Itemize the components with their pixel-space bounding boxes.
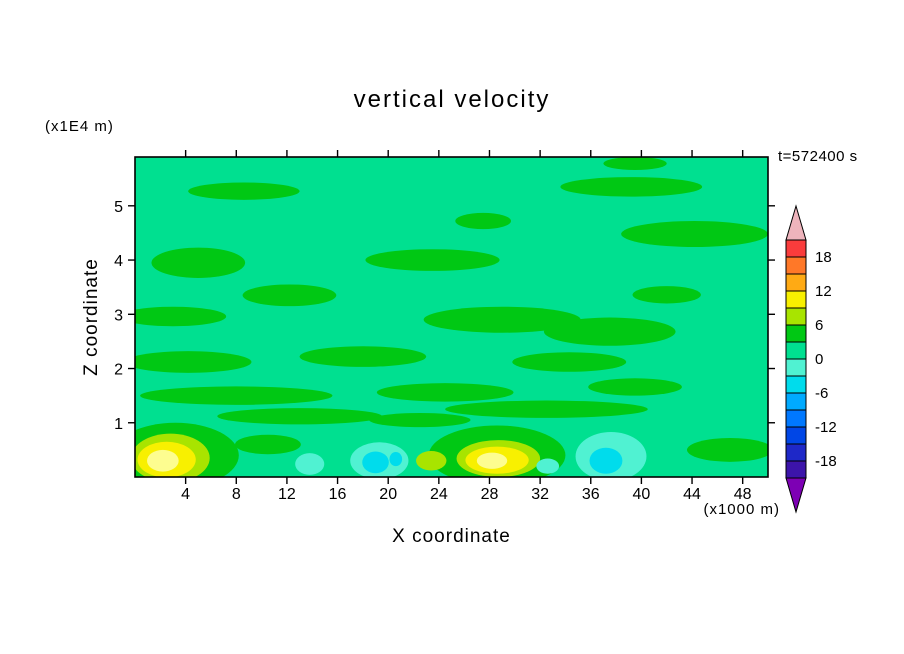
colorbar-label: -18 (815, 453, 837, 470)
contour-blob-cyan (389, 452, 403, 467)
x-tick-label: 4 (181, 486, 190, 503)
y-tick-label: 5 (114, 199, 123, 216)
colorbar: 18 12 6 0 -6 -12 -18 (785, 204, 837, 514)
colorbar-segment (785, 273, 807, 292)
contour-blob-green (423, 306, 581, 333)
y-axis-units: (x1E4 m) (45, 118, 114, 135)
chart-title: vertical velocity (353, 86, 551, 113)
colorbar-top-arrow (785, 204, 807, 241)
colorbar-label: 18 (815, 249, 832, 266)
colorbar-segment (785, 375, 807, 394)
y-tick-label: 1 (114, 416, 123, 433)
colorbar-segment (785, 460, 807, 479)
colorbar-segment (785, 409, 807, 428)
contour-field (135, 157, 768, 477)
colorbar-segment (785, 358, 807, 377)
colorbar-label: -12 (815, 419, 837, 436)
contour-blob-green (140, 386, 333, 405)
x-tick-label: 20 (379, 486, 397, 503)
colorbar-segment (785, 392, 807, 411)
contour-blob-brightyellow (476, 452, 508, 469)
contour-blob-green (188, 182, 300, 200)
x-tick-label: 32 (531, 486, 549, 503)
contour-blob-green (543, 317, 676, 346)
contour-blob-green (588, 378, 682, 396)
colorbar-label: 6 (815, 317, 823, 334)
contour-blob-cyan (589, 447, 623, 474)
contour-blob-cyan (362, 451, 389, 474)
colorbar-label: -6 (815, 385, 828, 402)
contour-blob-paleaqua (295, 453, 325, 475)
colorbar-segment (785, 239, 807, 258)
plot-frame (134, 156, 769, 478)
timestamp-label: t=572400 s (778, 148, 858, 165)
x-tick-label: 44 (683, 486, 701, 503)
colorbar-segment (785, 256, 807, 275)
colorbar-segment (785, 341, 807, 360)
contour-blob-green (603, 157, 667, 171)
contour-blob-paleaqua (536, 458, 560, 474)
contour-blob-green (217, 408, 382, 425)
y-tick-label: 2 (114, 362, 123, 379)
x-axis-label: X coordinate (392, 526, 511, 547)
colorbar-segment (785, 324, 807, 343)
colorbar-label: 0 (815, 351, 823, 368)
contour-blob-green (242, 284, 337, 307)
contour-blob-green (621, 221, 768, 248)
contour-blob-green (376, 383, 514, 402)
contour-blob-green (686, 437, 768, 462)
y-tick-label: 3 (114, 307, 123, 324)
contour-blob-green (512, 352, 627, 372)
colorbar-segment (785, 443, 807, 462)
x-tick-label: 48 (734, 486, 752, 503)
contour-blob-green (369, 413, 471, 428)
y-tick-label: 4 (114, 253, 123, 270)
contour-blob-green (299, 346, 427, 367)
colorbar-segment (785, 426, 807, 445)
colorbar-label: 12 (815, 283, 832, 300)
contour-blob-green (632, 286, 701, 304)
contour-blob-green (365, 249, 500, 271)
contour-blob-green (455, 212, 512, 230)
x-tick-label: 36 (582, 486, 600, 503)
colorbar-segment (785, 307, 807, 326)
contour-blob-yellowgreen (416, 450, 447, 471)
contour-blob-green (235, 434, 301, 455)
x-tick-label: 24 (430, 486, 448, 503)
x-tick-label: 12 (278, 486, 296, 503)
x-axis-units: (x1000 m) (703, 501, 780, 518)
x-tick-label: 16 (329, 486, 347, 503)
contour-blob-green (135, 351, 252, 373)
x-tick-label: 40 (633, 486, 651, 503)
contour-blob-green (151, 247, 246, 278)
contour-blob-green (135, 306, 227, 327)
colorbar-bottom-arrow (785, 477, 807, 514)
colorbar-segment (785, 290, 807, 309)
contour-blob-green (560, 177, 703, 197)
contour-blob-green (445, 400, 648, 418)
contour-blob-brightyellow (147, 449, 179, 472)
x-tick-label: 28 (481, 486, 499, 503)
x-tick-label: 8 (232, 486, 241, 503)
